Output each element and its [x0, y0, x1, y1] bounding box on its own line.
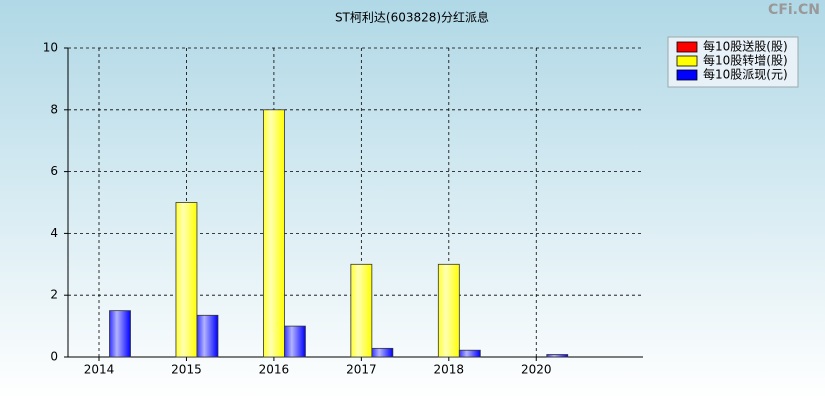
bar: [371, 347, 394, 358]
bar: [284, 325, 306, 358]
bar: [437, 263, 460, 358]
watermark: CFi.CN: [768, 2, 820, 18]
bar: [263, 109, 285, 358]
x-tick-label: 2016: [259, 363, 290, 377]
x-tick-label: 2020: [521, 363, 552, 377]
chart-title: ST柯利达(603828)分红派息: [335, 10, 489, 25]
bar: [175, 202, 198, 358]
legend-swatch: [676, 55, 698, 67]
bar: [196, 314, 219, 358]
y-tick-label: 4: [50, 226, 58, 240]
bar: [109, 310, 131, 358]
x-tick-label: 2015: [171, 363, 202, 377]
bar: [350, 263, 373, 358]
y-tick-label: 0: [50, 350, 58, 364]
legend-swatch: [676, 69, 698, 81]
y-tick-label: 10: [43, 41, 58, 55]
bar: [458, 349, 481, 358]
y-tick-label: 6: [50, 164, 58, 178]
x-tick-label: 2018: [434, 363, 465, 377]
x-tick-label: 2017: [346, 363, 377, 377]
x-tick-label: 2014: [84, 363, 115, 377]
y-tick-label: 2: [50, 288, 58, 302]
legend-label: 每10股派现(元): [703, 67, 788, 82]
bar: [546, 354, 569, 358]
legend-label: 每10股送股(股): [703, 39, 788, 54]
legend-label: 每10股转增(股): [703, 53, 788, 68]
y-tick-label: 8: [50, 102, 58, 116]
legend-swatch: [676, 41, 698, 53]
